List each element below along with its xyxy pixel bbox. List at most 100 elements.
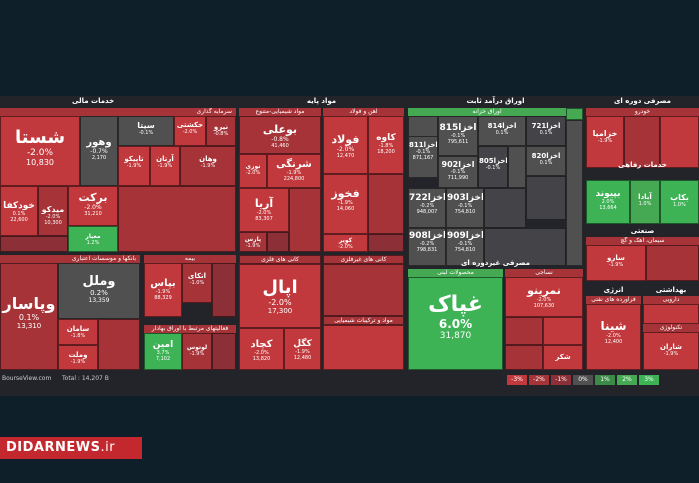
tile-khazamia[interactable]: خزامیا -1.9% <box>586 116 624 168</box>
tile-atkai[interactable]: اتکای -1.0% <box>182 263 212 303</box>
tile-vamellat2[interactable]: وملت -1.9% <box>58 345 98 370</box>
tile-name: وملت <box>68 351 88 359</box>
tile-namrino[interactable]: نمرینو -2.0% 107,630 <box>505 277 583 317</box>
tile-name: حکشتی <box>176 121 204 129</box>
tile-steel-small[interactable] <box>368 234 404 252</box>
tile-name: وهان <box>199 155 217 163</box>
tile-akhza820[interactable]: اخزا820 0.1% <box>526 146 566 176</box>
tile-akhza909[interactable]: اخزا909 -0.1% 754,810 <box>446 228 484 266</box>
tile-name: نمرینو <box>527 284 561 297</box>
tile-name: اخزا722 <box>409 193 446 203</box>
tile-kave[interactable]: کاوه -1.8% 18,200 <box>368 116 404 174</box>
tile-vahour[interactable]: وهور -0.7% 2,170 <box>80 116 118 186</box>
tile-bepas[interactable]: بپاس -1.9% 88,329 <box>144 263 182 317</box>
tile-sita[interactable]: سیتا -0.1% <box>118 116 174 146</box>
tile-akhza815[interactable]: اخزا815 -0.1% 795,611 <box>438 116 478 156</box>
tile-auto-c[interactable] <box>660 116 699 168</box>
tile-bonds-right[interactable] <box>526 176 566 220</box>
tile-vahnan[interactable]: وهان -1.9% <box>180 146 236 186</box>
tile-nouri[interactable]: نوری -2.0% <box>239 154 267 188</box>
tile-akhza805[interactable]: اخزا805 -0.1% <box>478 146 508 188</box>
tile-pct: 3.7% <box>156 350 170 356</box>
tile-kegohar[interactable]: کگل -1.9% 12,480 <box>284 328 321 370</box>
tile-name: نیرو <box>213 123 229 131</box>
tile-value: 31,870 <box>439 331 472 341</box>
tile-holding-cluster[interactable] <box>323 325 404 370</box>
tile-chem-cluster[interactable] <box>289 188 321 252</box>
tile-sharan[interactable]: شاران -1.9% <box>643 332 699 370</box>
tile-kechad[interactable]: کچاد -2.0% 13,820 <box>239 328 284 370</box>
tile-bank-cluster[interactable] <box>98 319 140 370</box>
tile-apal[interactable]: اپال -2.0% 17,300 <box>239 264 321 328</box>
tile-value: 12,480 <box>293 355 312 361</box>
tile-koor[interactable]: کویر -2.0% <box>323 234 368 252</box>
tile-akhza908[interactable]: اخزا908 -0.2% 798,831 <box>408 228 446 266</box>
tile-abada[interactable]: آبادا 1.0% <box>630 180 660 224</box>
tile-ghpak[interactable]: غپاک 6.0% 31,870 <box>408 277 503 370</box>
tile-akhza811[interactable]: اخزا811 -0.1% 871,167 <box>408 136 438 178</box>
tile-cement-b[interactable] <box>646 245 699 281</box>
tile-fakhoz[interactable]: فخوز -1.9% 14,060 <box>323 174 368 234</box>
tile-fo-small[interactable] <box>212 333 236 370</box>
footer-source[interactable]: BourseView.com <box>2 375 52 382</box>
tile-auto-b[interactable] <box>624 116 660 168</box>
tile-value: 10,300 <box>44 220 62 226</box>
tile-bibhod[interactable]: بپیوند 2.0% 13,664 <box>586 180 630 224</box>
tile-pct: -1.9% <box>245 243 261 249</box>
tile-sarawak[interactable]: سارو -1.9% <box>586 245 646 281</box>
tile-shina[interactable]: شینا -2.0% 12,400 <box>586 304 641 370</box>
tile-niro[interactable]: نیرو -0.8% <box>206 116 236 146</box>
color-legend: -3% -2% -1% 0% 1% 2% 3% <box>507 375 659 386</box>
tile-pars[interactable]: پارس -1.9% <box>239 232 267 252</box>
tile-aria[interactable]: آریا -2.0% 83,307 <box>239 188 289 232</box>
tile-aran[interactable]: آرتان -1.9% <box>150 146 180 186</box>
tile-mineral-cluster[interactable] <box>323 264 404 316</box>
tile-amin[interactable]: امین 3.7% 7,102 <box>144 333 182 370</box>
tile-bonds-mid2[interactable] <box>484 188 526 228</box>
tile-lotus[interactable]: لوتوس -1.9% <box>182 333 212 370</box>
tile-akhza902[interactable]: اخزا902 -0.1% 711,990 <box>438 156 478 188</box>
tile-value: 107,630 <box>533 303 555 309</box>
tile-vamellat[interactable]: وملل 0.2% 13,359 <box>58 263 140 319</box>
tile-value: 17,300 <box>267 307 293 315</box>
tile-foolad[interactable]: فولاد -2.0% 12,470 <box>323 116 368 174</box>
tile-nd-a[interactable] <box>505 317 543 345</box>
tile-midko[interactable]: میدکو -2.0% 10,300 <box>38 186 68 236</box>
tile-pct: 0.1% <box>12 211 26 217</box>
tile-bonds-mid[interactable] <box>508 146 526 188</box>
tile-saman[interactable]: سامان -1.8% <box>58 319 98 345</box>
section-label: صنعتی <box>630 227 655 235</box>
tile-meyar[interactable]: معیار 1.2% <box>68 226 118 252</box>
tile-name: کگل <box>293 339 312 349</box>
tile-bonds-edge[interactable] <box>566 120 583 266</box>
subsection-banks: بانکها و موسسات اعتباری <box>0 255 140 263</box>
tile-akhza903[interactable]: اخزا903 -0.1% 754,810 <box>446 188 484 228</box>
tile-bonds-bottom[interactable] <box>484 228 566 266</box>
tile-shekr[interactable]: شکر <box>543 345 583 370</box>
tile-ins-small[interactable] <box>212 263 236 317</box>
tile-fin-small[interactable] <box>0 236 68 252</box>
tile-shasta[interactable]: شستا -2.0% 10,830 <box>0 116 80 186</box>
tile-akhza814[interactable]: اخزا814 0.1% <box>478 116 526 146</box>
tile-hekashti[interactable]: حکشتی -2.0% <box>174 116 206 146</box>
tile-barkat[interactable]: برکت -2.0% 31,210 <box>68 186 118 226</box>
tile-pharma[interactable] <box>643 304 699 324</box>
tile-pct: -1.9% <box>663 351 679 357</box>
tile-bonds-green[interactable] <box>566 108 583 120</box>
tile-shastan[interactable]: شرنگی -1.9% 224,800 <box>267 154 321 188</box>
tile-bokam[interactable]: بکاب 1.0% <box>660 180 699 224</box>
tile-value: 12,470 <box>336 153 355 159</box>
tile-akhza721[interactable]: اخزا721 0.1% <box>526 116 566 146</box>
tile-boali[interactable]: بوعلی -0.8% 41,460 <box>239 116 321 154</box>
tile-value: 7,102 <box>155 356 171 362</box>
tile-tapiko[interactable]: تاپیکو -1.9% <box>118 146 150 186</box>
tile-chem-small[interactable] <box>267 232 289 252</box>
tile-vapasar[interactable]: وپاسار 0.1% 13,310 <box>0 263 58 370</box>
tile-name: وهور <box>86 137 112 148</box>
tile-nd-c[interactable] <box>505 345 543 370</box>
tile-steel-cluster[interactable] <box>368 174 404 234</box>
tile-fin-cluster[interactable] <box>118 186 236 252</box>
tile-nd-b[interactable] <box>543 317 583 345</box>
tile-akhza722[interactable]: اخزا722 -0.2% 948,007 <box>408 188 446 228</box>
tile-khodkafa[interactable]: خودکفا 0.1% 22,600 <box>0 186 38 236</box>
